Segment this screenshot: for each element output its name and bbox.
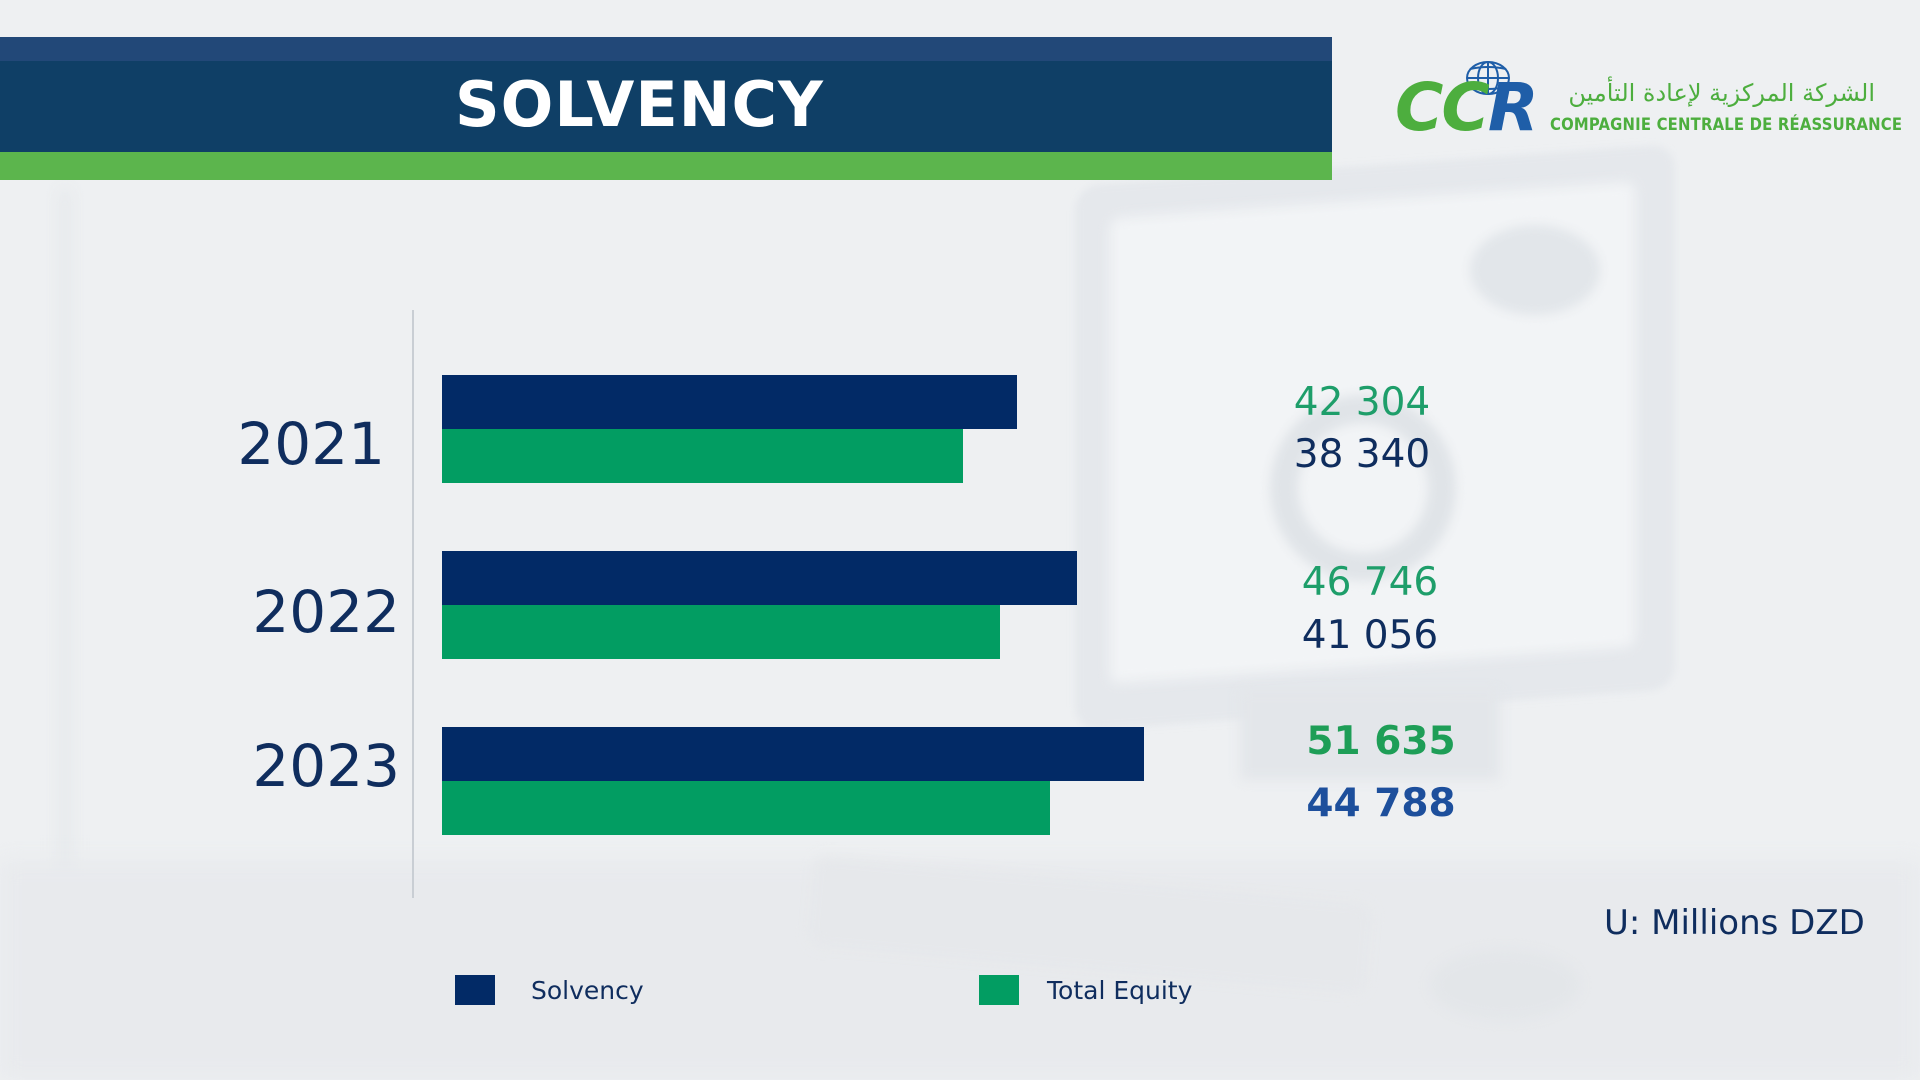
page-title: SOLVENCY [455,68,824,141]
bar-solvency-2022 [442,551,1077,605]
value-label-solvency-2023: 51 635 [1306,719,1456,764]
logo-mark: CCR [1395,75,1539,141]
banner-top-stripe [0,37,1332,61]
value-label-solvency-2022: 46 746 [1301,560,1439,605]
legend-label-total-equity: Total Equity [1047,976,1193,1005]
globe-icon [1466,61,1510,95]
banner-accent-stripe [0,152,1332,180]
logo-mark-green: CC [1395,69,1490,146]
bar-solvency-2023 [442,727,1144,781]
logo-mark-blue: R [1487,69,1539,146]
bar-solvency-2021 [442,375,1017,429]
logo-french-name: COMPAGNIE CENTRALE DE RÉASSURANCE [1550,115,1903,134]
legend-label-solvency: Solvency [531,976,644,1005]
bar-total-equity-2021 [442,429,963,483]
category-axis-line [412,310,414,898]
value-label-total-equity-2023: 44 788 [1306,781,1456,826]
legend-swatch-total-equity [979,975,1019,1005]
year-label-2023: 2023 [252,732,400,800]
value-label-total-equity-2021: 38 340 [1293,432,1431,477]
company-logo: CCR الشركة المركزية لإعادة التأمين COMPA… [1395,55,1903,155]
value-label-solvency-2021: 42 304 [1293,380,1431,425]
bar-total-equity-2023 [442,781,1050,835]
logo-arabic-name: الشركة المركزية لإعادة التأمين [1568,79,1875,107]
year-label-2021: 2021 [237,410,385,478]
unit-note: U: Millions DZD [1604,903,1865,943]
legend-swatch-solvency [455,975,495,1005]
banner-main-stripe [0,61,1332,155]
year-label-2022: 2022 [252,578,400,646]
value-label-total-equity-2022: 41 056 [1301,613,1439,658]
bar-total-equity-2022 [442,605,1000,659]
title-banner: SOLVENCY [0,37,1332,180]
